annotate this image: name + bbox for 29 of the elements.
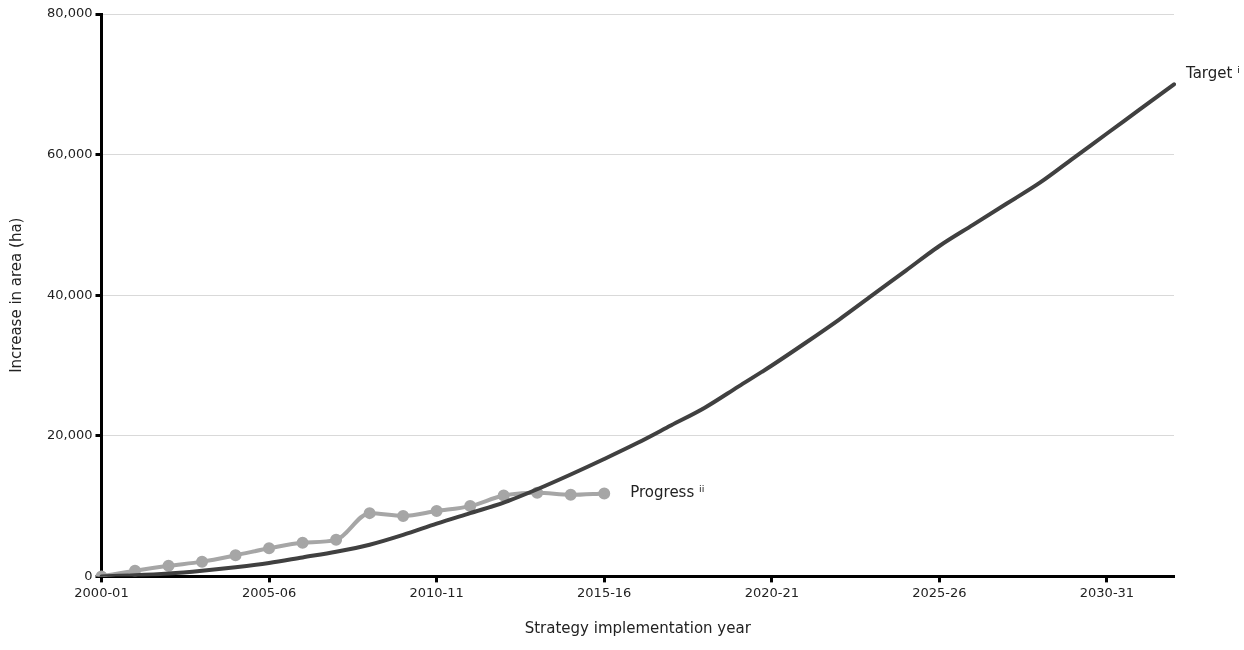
y-tick-label: 40,000 — [46, 286, 93, 302]
y-tick-label: 0 — [84, 567, 93, 583]
point — [464, 500, 477, 513]
point — [229, 549, 242, 562]
x-tick-label: 2025-26 — [912, 584, 967, 600]
x-tick-label: 2005-06 — [241, 584, 297, 600]
x-tick-label: 2015-16 — [577, 584, 632, 600]
point — [430, 505, 443, 518]
x-tick-label: 2030-31 — [1079, 584, 1135, 600]
x-axis-title: Strategy implementation year — [524, 618, 752, 637]
point — [196, 555, 209, 568]
x-tick-label: 2010-11 — [409, 584, 464, 600]
point — [263, 542, 276, 555]
x-tick-label: 2000-01 — [74, 584, 129, 600]
y-tick-label: 80,000 — [46, 5, 93, 21]
y-tick-label: 20,000 — [46, 427, 93, 443]
point — [296, 536, 309, 549]
point — [497, 489, 510, 502]
point — [397, 509, 410, 522]
point — [363, 507, 376, 520]
point — [330, 533, 343, 546]
x-tick-label: 2020-21 — [744, 584, 799, 600]
y-axis-title: Increase in area (ha) — [6, 217, 25, 373]
y-tick-label: 60,000 — [46, 145, 93, 161]
point — [598, 487, 611, 500]
series-label: Progress ⁱⁱ — [630, 483, 705, 502]
series-label: Target ⁱ — [1185, 64, 1240, 83]
point — [564, 488, 577, 501]
point — [162, 559, 175, 572]
